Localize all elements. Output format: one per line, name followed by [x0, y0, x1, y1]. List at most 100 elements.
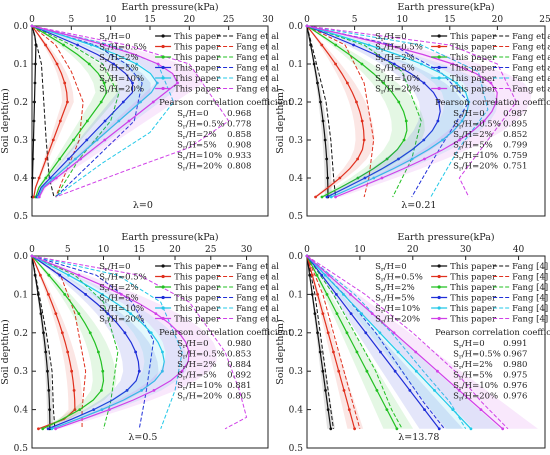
pearson-value: 0.751: [503, 162, 527, 172]
model-point-s05: [342, 389, 346, 392]
model-point-s0: [33, 81, 37, 85]
model-point-s10: [414, 369, 418, 373]
legend-model-label: This paper: [450, 74, 497, 84]
legend-reference-label: Fang et al: [236, 74, 279, 84]
model-band-s05: [307, 26, 375, 197]
model-point-s05: [360, 119, 364, 123]
lambda-annotation: λ=0: [133, 200, 153, 211]
legend-model-marker: [161, 295, 165, 300]
lambda-annotation: λ=0.21: [401, 200, 436, 211]
x-tick-label: 25: [205, 245, 217, 255]
model-point-s0: [46, 369, 49, 373]
legend-model-label: This paper: [174, 74, 221, 84]
legend-model-label: This paper: [174, 32, 221, 42]
model-point-s10: [161, 350, 164, 354]
model-point-s0: [326, 408, 330, 411]
legend-model-label: This paper: [450, 283, 497, 293]
pearson-series-name: Sr/H=0.5%: [453, 120, 501, 131]
y-tick-label: 0.0: [289, 22, 304, 32]
model-point-s10: [67, 273, 71, 277]
model-line-s05: [31, 25, 69, 198]
model-point-s5: [352, 43, 355, 47]
pearson-series-name: Sr/H=5%: [177, 141, 217, 152]
pearson-title: Pearson correlation coefficient: [159, 328, 292, 338]
legend-model-marker: [161, 76, 165, 80]
model-point-s05: [44, 43, 47, 47]
x-tick-label: 20: [184, 15, 196, 25]
model-point-s0: [33, 100, 36, 104]
x-axis-label: Earth pressure(kPa): [121, 232, 218, 243]
pearson-title: Pearson correlation coefficient: [435, 328, 550, 338]
model-point-s2: [47, 273, 51, 277]
model-point-s5: [364, 331, 368, 335]
legend-model-marker: [161, 34, 165, 38]
legend-model-marker: [437, 306, 441, 310]
model-point-s2: [87, 62, 91, 66]
model-band-s2: [307, 26, 425, 197]
legend-reference-label: Fang et al: [236, 64, 279, 74]
model-point-s20: [79, 157, 82, 161]
model-point-s10: [441, 138, 444, 142]
x-tick-label: 15: [144, 15, 156, 25]
pearson-value: 0.881: [227, 381, 251, 391]
legend-model-marker: [161, 86, 165, 91]
model-point-s20: [156, 62, 160, 66]
model-line-s5: [306, 25, 441, 198]
x-tick-label: 25: [223, 15, 235, 25]
model-point-s10: [155, 81, 159, 85]
y-axis-label: Soil depth(m): [275, 319, 286, 384]
pearson-value: 0.980: [503, 360, 527, 370]
legend-reference-label: Fang et al: [236, 32, 279, 42]
model-point-s20: [457, 389, 461, 392]
legend-model-label: This paper: [450, 315, 497, 325]
model-band-s5: [32, 256, 159, 429]
model-point-s2: [63, 293, 67, 296]
pearson-series-name: Sr/H=10%: [177, 151, 222, 162]
model-point-s2: [335, 312, 339, 315]
legend-model-marker: [437, 295, 441, 300]
model-point-s0: [321, 119, 325, 123]
pearson-series-name: Sr/H=0: [453, 109, 484, 120]
model-point-s05: [321, 312, 325, 315]
model-point-s05: [60, 331, 64, 335]
y-tick-label: 0.2: [289, 98, 303, 108]
model-point-s0: [39, 312, 43, 315]
model-point-s0: [323, 138, 327, 142]
model-point-s20: [349, 293, 352, 296]
y-axis-label: Soil depth(m): [0, 319, 11, 384]
model-point-s5: [363, 176, 367, 180]
x-tick-label: 0: [304, 15, 310, 25]
pearson-value: 0.933: [227, 151, 251, 161]
pearson-value: 0.980: [227, 339, 251, 349]
legend-reference-label: Fang et al: [236, 315, 279, 325]
model-point-s5: [103, 119, 107, 123]
legend-reference-label: Fang [4]: [512, 304, 548, 314]
model-point-s2: [375, 389, 379, 392]
legend-model-label: This paper: [174, 283, 221, 293]
model-point-s05: [337, 369, 341, 373]
legend-reference-label: Fang et al: [512, 43, 550, 53]
model-point-s10: [89, 43, 93, 47]
model-point-s5: [334, 293, 338, 296]
legend-series-name: Sr/H=20%: [375, 85, 420, 96]
model-point-s05: [353, 427, 356, 431]
pearson-series-name: Sr/H=2%: [177, 130, 217, 141]
model-point-s20: [479, 408, 483, 411]
pearson-series-name: Sr/H=20%: [453, 162, 498, 173]
legend-model-marker: [161, 274, 165, 279]
legend-series-name: Sr/H=5%: [99, 64, 139, 75]
y-tick-label: 0.4: [289, 406, 304, 416]
model-line-s2: [306, 255, 398, 430]
model-point-s2: [72, 138, 75, 142]
model-band-s0: [32, 256, 54, 429]
model-point-s10: [50, 427, 54, 431]
model-point-s5: [84, 293, 88, 296]
legend-model-marker: [437, 264, 441, 268]
model-point-s20: [482, 119, 486, 123]
pearson-value: 0.908: [227, 141, 251, 151]
x-tick-label: 5: [68, 15, 74, 25]
legend-reference-label: Fang [4]: [512, 294, 548, 304]
model-point-s2: [395, 427, 399, 431]
reference-line-s10: [31, 25, 175, 198]
model-point-s2: [44, 176, 48, 180]
